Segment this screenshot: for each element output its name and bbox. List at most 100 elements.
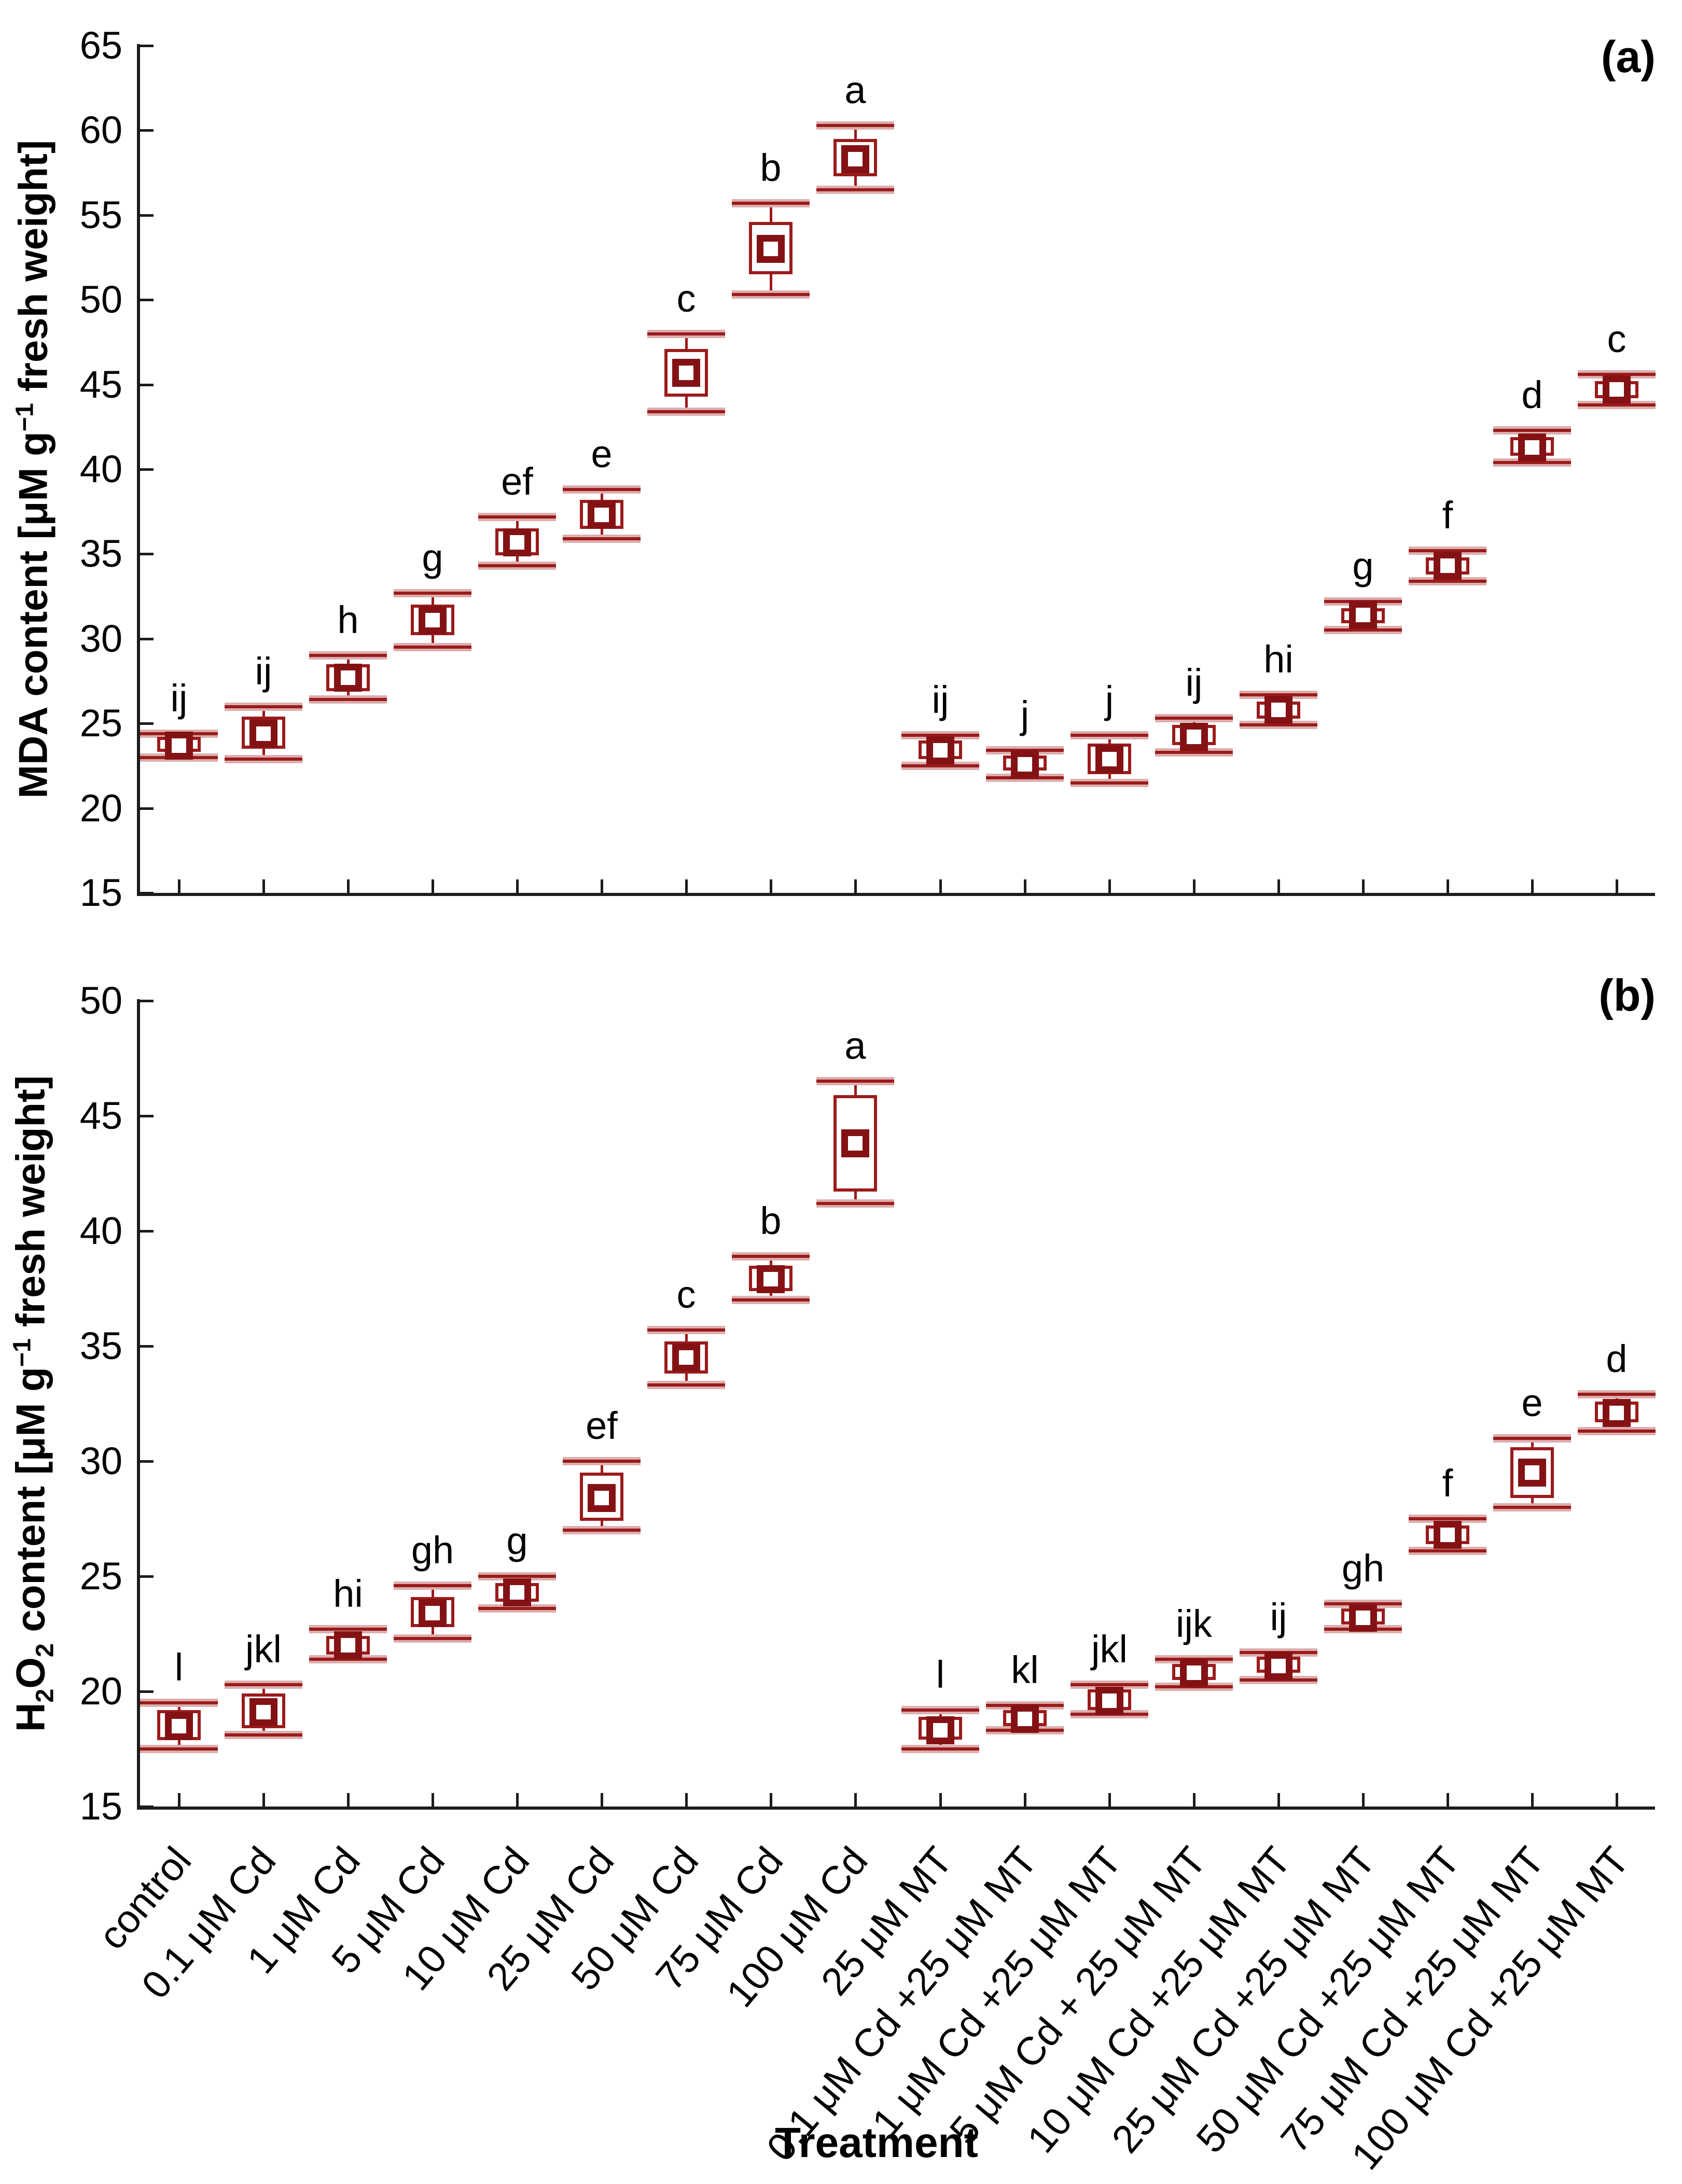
significance-letter: j bbox=[1105, 678, 1114, 721]
y-tick bbox=[140, 638, 154, 640]
mean-marker bbox=[165, 732, 193, 760]
x-tick bbox=[685, 1793, 688, 1807]
whisker-cap-top bbox=[647, 1326, 725, 1334]
mean-marker bbox=[757, 235, 785, 263]
x-tick bbox=[685, 879, 688, 893]
y-tick-label: 60 bbox=[79, 108, 122, 151]
whisker-cap-bottom bbox=[140, 1745, 218, 1753]
whisker-cap-top bbox=[1155, 714, 1233, 722]
x-tick bbox=[1362, 879, 1365, 893]
whisker-cap-top bbox=[1493, 426, 1571, 435]
y-tick bbox=[140, 892, 154, 894]
y-tick-label: 35 bbox=[79, 1324, 122, 1367]
whisker-cap-bottom bbox=[901, 762, 979, 770]
significance-letter: g bbox=[1352, 544, 1374, 587]
mean-marker bbox=[588, 1484, 616, 1512]
x-tick bbox=[939, 1793, 942, 1807]
whisker-cap-top bbox=[309, 651, 387, 660]
significance-letter: c bbox=[1607, 317, 1627, 360]
x-tick bbox=[347, 879, 350, 893]
y-tick-label: 45 bbox=[79, 363, 122, 406]
ylabel-superscript: −1 bbox=[8, 1338, 36, 1367]
x-tick bbox=[854, 1793, 857, 1807]
y-tick-label: 25 bbox=[79, 702, 122, 745]
significance-letter: ij bbox=[1185, 661, 1203, 704]
x-tick bbox=[854, 879, 857, 893]
mean-marker bbox=[588, 501, 616, 529]
y-tick bbox=[140, 468, 154, 471]
significance-letter: c bbox=[676, 1273, 696, 1316]
x-axis-title: Treatment bbox=[775, 2119, 978, 2166]
mean-marker bbox=[419, 1599, 447, 1627]
whisker-cap-bottom bbox=[1409, 577, 1486, 585]
whisker-cap-bottom bbox=[309, 1655, 387, 1663]
mean-marker bbox=[1603, 1399, 1631, 1427]
y-tick bbox=[140, 553, 154, 555]
x-tick bbox=[770, 1793, 772, 1807]
y-axis-spine bbox=[137, 44, 140, 894]
x-tick bbox=[1108, 879, 1111, 893]
whisker-cap-bottom bbox=[816, 1199, 894, 1208]
ylabel-text: H bbox=[7, 1702, 53, 1732]
whisker-cap-top bbox=[732, 199, 810, 207]
y-tick-label: 40 bbox=[79, 1209, 122, 1252]
y-tick bbox=[140, 299, 154, 301]
whisker-cap-bottom bbox=[563, 1526, 641, 1534]
significance-letter: jkl bbox=[1091, 1628, 1128, 1671]
y-tick-label: 20 bbox=[79, 1670, 122, 1713]
whisker-cap-bottom bbox=[732, 290, 810, 299]
whisker-cap-top bbox=[901, 731, 979, 739]
whisker-cap-top bbox=[309, 1625, 387, 1633]
significance-letter: f bbox=[1442, 1462, 1453, 1505]
significance-letter: a bbox=[844, 1024, 866, 1067]
whisker-cap-top bbox=[225, 1681, 302, 1689]
significance-letter: j bbox=[1020, 693, 1030, 736]
whisker-cap-top bbox=[394, 589, 471, 597]
significance-letter: b bbox=[760, 146, 782, 189]
whisker-cap-top bbox=[1578, 1390, 1656, 1398]
whisker-cap-bottom bbox=[394, 643, 471, 651]
y-tick bbox=[140, 1000, 154, 1002]
y-tick bbox=[140, 1805, 154, 1808]
x-tick bbox=[601, 1793, 603, 1807]
whisker-cap-bottom bbox=[478, 1604, 556, 1613]
y-tick-label: 65 bbox=[79, 24, 122, 67]
x-axis-spine bbox=[137, 893, 1655, 896]
whisker-cap-bottom bbox=[225, 1731, 302, 1739]
whisker-cap-bottom bbox=[1578, 1427, 1656, 1435]
whisker-cap-top bbox=[816, 1077, 894, 1085]
x-tick bbox=[262, 879, 265, 893]
y-tick bbox=[140, 129, 154, 132]
mean-marker bbox=[672, 359, 700, 387]
y-tick bbox=[140, 384, 154, 386]
whisker-cap-top bbox=[478, 513, 556, 521]
mean-marker bbox=[1434, 1521, 1462, 1549]
ylabel-subscript: 2 bbox=[31, 1643, 59, 1658]
x-tick bbox=[1277, 879, 1280, 893]
significance-letter: hi bbox=[1263, 638, 1294, 681]
significance-letter: jkl bbox=[245, 1628, 282, 1671]
mean-marker bbox=[1264, 1652, 1292, 1680]
y-axis-label: H2O2 content [μM g−1 fresh weight] bbox=[7, 1075, 60, 1732]
significance-letter: d bbox=[1521, 373, 1543, 416]
whisker-cap-top bbox=[732, 1252, 810, 1261]
mean-marker bbox=[1095, 745, 1123, 773]
y-tick bbox=[140, 722, 154, 725]
whisker-cap-bottom bbox=[563, 535, 641, 543]
mean-marker bbox=[249, 1698, 277, 1726]
y-tick-label: 25 bbox=[79, 1555, 122, 1598]
x-tick bbox=[1616, 1793, 1618, 1807]
mean-marker bbox=[1264, 696, 1292, 724]
y-tick-label: 55 bbox=[79, 193, 122, 236]
mean-marker bbox=[1518, 1459, 1546, 1487]
whisker-cap-bottom bbox=[816, 186, 894, 194]
whisker-cap-top bbox=[563, 485, 641, 494]
whisker-cap-top bbox=[1240, 691, 1317, 699]
whisker-cap-bottom bbox=[901, 1745, 979, 1753]
whisker-cap-bottom bbox=[647, 1381, 725, 1389]
y-tick-label: 30 bbox=[79, 1439, 122, 1482]
y-tick-label: 20 bbox=[79, 787, 122, 830]
whisker-cap-bottom bbox=[225, 755, 302, 763]
panel-letter: (b) bbox=[1598, 971, 1656, 1020]
